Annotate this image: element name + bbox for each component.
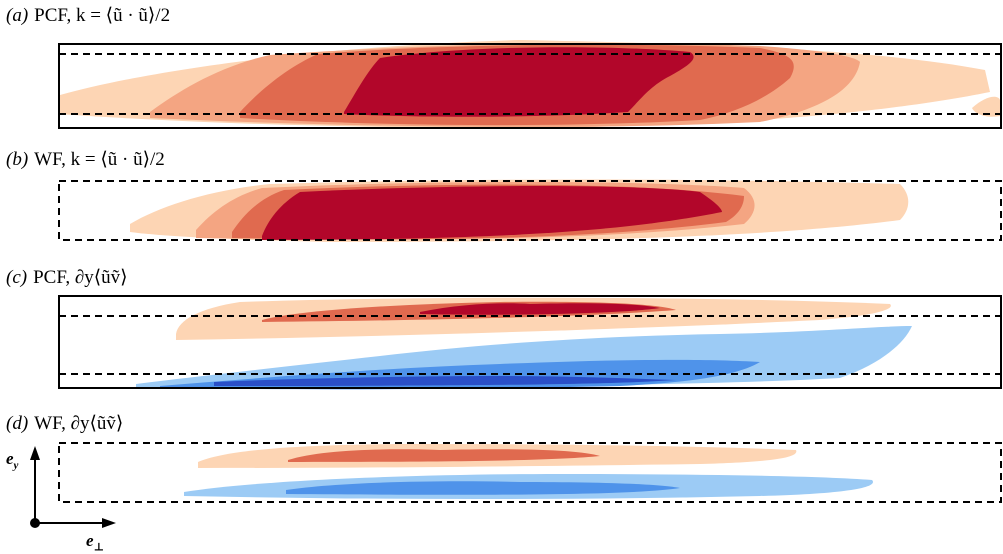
panel-a-level-4	[344, 47, 694, 117]
vertical-arrowhead	[30, 446, 40, 460]
panel-a-title: (a) PCF, k = ⟨ũ · ũ⟩/2	[6, 6, 170, 25]
panel-d-negative-level-2	[286, 481, 680, 495]
panel-a-contour	[58, 40, 1002, 129]
horizontal-axis-label-e: e	[86, 531, 94, 550]
horizontal-axis-label-sub: ⊥	[93, 541, 105, 554]
panel-a-tag: (a)	[6, 5, 29, 26]
panel-d-title: (d) WF, ∂y⟨ũṽ⟩	[6, 414, 123, 433]
panel-c-title: (c) PCF, ∂y⟨ũṽ⟩	[6, 268, 128, 287]
horizontal-axis-label: e⊥	[86, 532, 104, 553]
vertical-axis-label: ey	[6, 450, 18, 471]
axes-indicator	[30, 446, 116, 528]
panel-b-title: (b) WF, k = ⟨ũ · ũ⟩/2	[6, 150, 165, 169]
panel-c-tag: (c)	[6, 267, 28, 288]
panel-b-dashed-frame	[58, 180, 1002, 241]
vertical-axis-label-sub: y	[13, 459, 19, 472]
panel-b-tag: (b)	[6, 149, 29, 170]
panel-c-frame	[58, 295, 1002, 389]
panel-c-positive-level-3	[420, 303, 660, 315]
panel-d-contour	[58, 442, 1002, 503]
panel-d-positive-level-2	[288, 449, 600, 462]
panel-b-label: WF, k = ⟨ũ · ũ⟩/2	[34, 149, 165, 170]
vertical-axis-label-e: e	[6, 449, 14, 468]
panel-b-level-4	[262, 186, 722, 240]
panel-c-label: PCF, ∂y⟨ũṽ⟩	[33, 267, 128, 288]
panel-c-contour	[58, 295, 1002, 390]
panel-d-label: WF, ∂y⟨ũṽ⟩	[34, 413, 124, 434]
panel-d-dashed-frame	[58, 442, 1002, 503]
horizontal-arrowhead	[102, 518, 116, 528]
panel-c-negative-level-3	[214, 376, 676, 386]
panel-b-contour	[58, 179, 1002, 242]
panel-a-label: PCF, k = ⟨ũ · ũ⟩/2	[34, 5, 171, 26]
axes-origin-dot	[30, 518, 40, 528]
panel-a-frame	[58, 43, 1002, 129]
panel-d-tag: (d)	[6, 413, 29, 434]
panel-a-level-1b	[972, 96, 1000, 117]
